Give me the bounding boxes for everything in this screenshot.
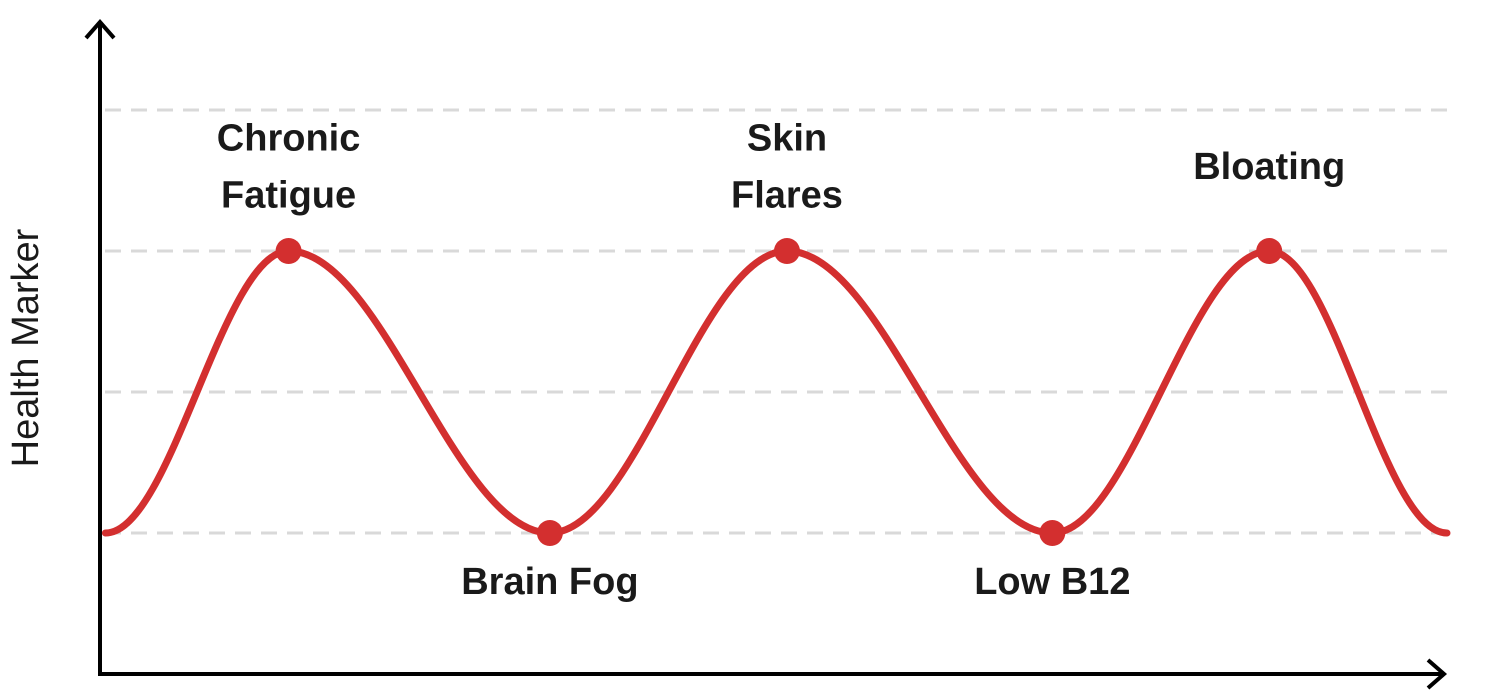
- point-label: Skin: [747, 118, 827, 160]
- point-label: Brain Fog: [461, 561, 638, 603]
- point-label: Flares: [731, 175, 843, 217]
- point: [773, 238, 800, 264]
- point: [536, 520, 563, 546]
- grid: [105, 108, 1450, 535]
- y-axis-label: Health Marker: [5, 228, 47, 467]
- point-label: Fatigue: [221, 175, 356, 217]
- point-label: Chronic: [217, 118, 361, 160]
- point-label: Low B12: [974, 561, 1130, 603]
- x-axis-arrow: [1426, 658, 1448, 690]
- point: [1039, 520, 1066, 546]
- point-label: Bloating: [1193, 146, 1345, 188]
- point: [275, 238, 302, 264]
- line: [101, 247, 1451, 537]
- point: [1256, 238, 1283, 264]
- y-axis-arrow: [84, 18, 116, 40]
